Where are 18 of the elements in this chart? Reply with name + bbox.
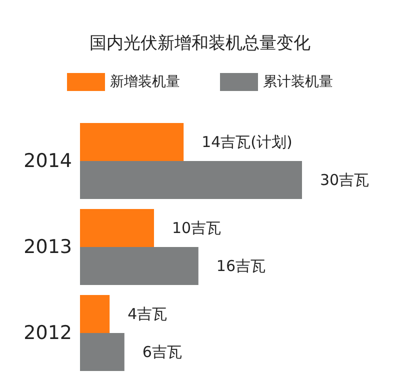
data-label: 4吉瓦 bbox=[128, 305, 168, 323]
data-label: 10吉瓦 bbox=[172, 219, 222, 237]
bar bbox=[80, 247, 198, 285]
y-tick-label: 2013 bbox=[24, 236, 72, 258]
data-label: 16吉瓦 bbox=[216, 257, 266, 275]
legend-label: 累计装机量 bbox=[263, 74, 333, 90]
bar bbox=[80, 295, 110, 333]
data-label: 30吉瓦 bbox=[320, 171, 370, 189]
bar bbox=[80, 123, 184, 161]
y-tick-label: 2014 bbox=[24, 150, 72, 172]
chart-title: 国内光伏新增和装机总量变化 bbox=[90, 34, 310, 54]
y-tick-label: 2012 bbox=[24, 322, 72, 344]
data-label: 14吉瓦(计划) bbox=[202, 133, 292, 151]
bar bbox=[80, 333, 124, 371]
data-label: 6吉瓦 bbox=[142, 343, 182, 361]
bar bbox=[80, 161, 302, 199]
legend-label: 新增装机量 bbox=[110, 74, 180, 90]
bar bbox=[80, 209, 154, 247]
